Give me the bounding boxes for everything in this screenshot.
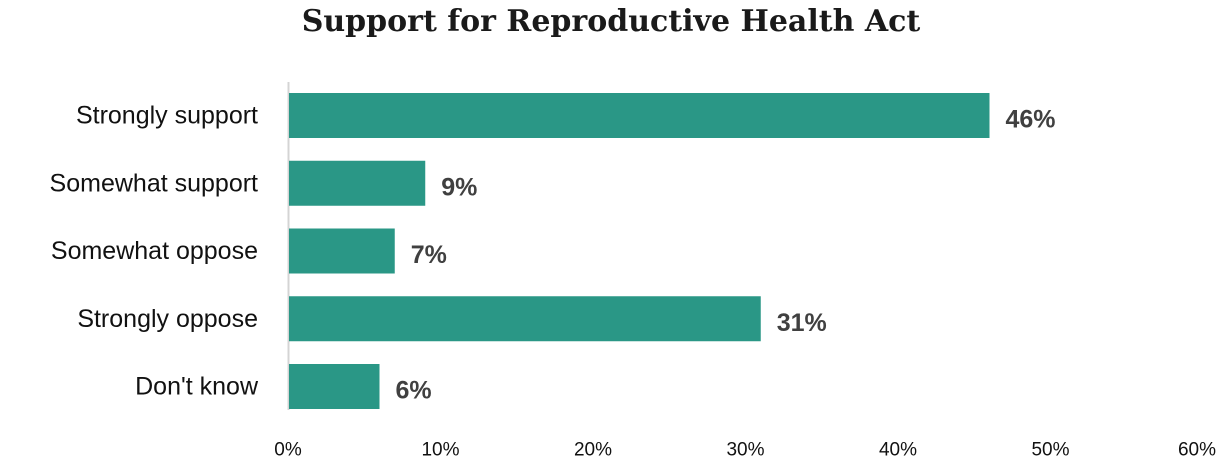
x-tick-label: 50%: [1031, 440, 1069, 461]
category-label: Don't know: [135, 373, 259, 401]
data-label: 46%: [1006, 106, 1056, 134]
x-tick-label: 40%: [879, 440, 917, 461]
x-tick-label: 10%: [421, 440, 459, 461]
chart-title: Support for Reproductive Health Act: [301, 4, 921, 39]
x-tick-label: 0%: [274, 440, 302, 461]
x-tick-label: 20%: [574, 440, 612, 461]
category-label: Strongly support: [76, 102, 258, 130]
data-label: 7%: [411, 241, 447, 269]
bar: [289, 228, 395, 274]
bar: [289, 93, 990, 138]
bar: [289, 160, 426, 206]
category-label: Somewhat support: [50, 169, 259, 197]
data-label: 6%: [396, 377, 432, 405]
category-label: Strongly oppose: [77, 305, 258, 333]
x-tick-label: 60%: [1178, 440, 1216, 461]
category-label: Somewhat oppose: [51, 237, 258, 265]
data-label: 9%: [441, 173, 477, 201]
x-tick-label: 30%: [726, 440, 764, 461]
data-label: 31%: [777, 309, 827, 337]
bar: [289, 296, 761, 342]
bar: [289, 364, 380, 409]
